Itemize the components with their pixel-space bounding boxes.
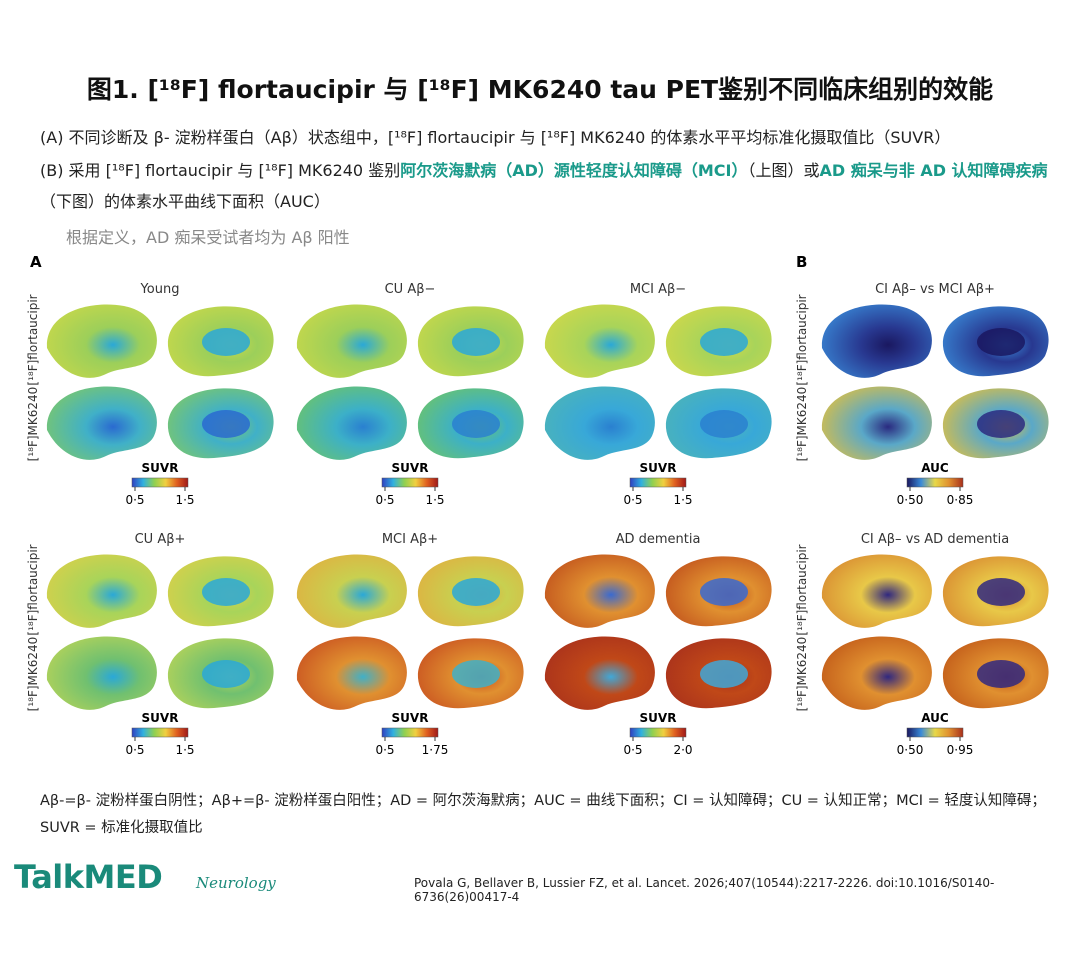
brain-core (452, 328, 500, 356)
brain-lateral (821, 636, 932, 710)
caption-text: （上图）或 (747, 161, 820, 180)
brain-core (700, 328, 748, 356)
caption-text: （下图）的体素水平曲线下面积（AUC） (40, 192, 330, 211)
brain-core (202, 578, 250, 606)
scale-label: SUVR (640, 461, 677, 475)
color-bar (131, 727, 189, 738)
tick-label: 0·50 (897, 743, 924, 757)
brain-core (700, 410, 748, 438)
caption-b: (B) 采用 [¹⁸F] flortaucipir 与 [¹⁸F] MK6240… (40, 155, 1050, 217)
brain-lateral (296, 304, 407, 378)
color-bar (381, 477, 439, 488)
scale-label: SUVR (392, 711, 429, 725)
scale-label: AUC (921, 461, 949, 475)
brain-lateral (46, 304, 157, 378)
tick-label: 0·5 (375, 743, 394, 757)
brain-core (452, 578, 500, 606)
tick-label: 2·0 (673, 743, 692, 757)
brain-lateral (46, 636, 157, 710)
brain-core (700, 578, 748, 606)
brain-lateral (821, 554, 932, 628)
scale-label: SUVR (392, 461, 429, 475)
brain-lateral (296, 386, 407, 460)
tick-label: 0·50 (897, 493, 924, 507)
tick-label: 0·5 (125, 493, 144, 507)
panel-title: MCI Aβ+ (382, 532, 438, 547)
panel-title: CU Aβ− (385, 282, 436, 297)
brain-core (202, 660, 250, 688)
brain-core (452, 410, 500, 438)
panel-title: CI Aβ– vs MCI Aβ+ (875, 282, 995, 297)
scale-label: SUVR (142, 711, 179, 725)
row-label: [¹⁸F]flortaucipir (795, 294, 809, 385)
tick-label: 0·5 (125, 743, 144, 757)
brain-lateral (544, 386, 655, 460)
tick-label: 1·5 (425, 493, 444, 507)
note: 根据定义，AD 痴呆受试者均为 Aβ 阳性 (66, 228, 350, 247)
tick-label: 1·5 (175, 743, 194, 757)
tick-label: 0·5 (375, 493, 394, 507)
caption-highlight: AD 痴呆与非 AD 认知障碍疾病 (819, 161, 1048, 180)
caption-highlight: 阿尔茨海默病（AD）源性轻度认知障碍（MCI） (400, 161, 748, 180)
brain-lateral (46, 386, 157, 460)
logo: TalkMED (14, 858, 163, 896)
tick-label: 1·5 (175, 493, 194, 507)
tick-label: 1·5 (673, 493, 692, 507)
tick-label: 0·95 (947, 743, 974, 757)
scale-label: SUVR (142, 461, 179, 475)
brain-core (977, 578, 1025, 606)
row-label: [¹⁸F]MK6240 (26, 637, 40, 712)
brain-lateral (821, 304, 932, 378)
citation: Povala G, Bellaver B, Lussier FZ, et al.… (414, 876, 995, 904)
row-label: [¹⁸F]flortaucipir (26, 294, 40, 385)
panel-title: AD dementia (616, 532, 701, 547)
brain-core (700, 660, 748, 688)
brain-core (202, 328, 250, 356)
tick-label: 0·5 (623, 743, 642, 757)
brain-lateral (296, 636, 407, 710)
scale-label: AUC (921, 711, 949, 725)
brain-core (452, 660, 500, 688)
color-bar (629, 477, 687, 488)
panel-title: MCI Aβ− (630, 282, 686, 297)
color-bar (131, 477, 189, 488)
brain-core (977, 328, 1025, 356)
brain-lateral (544, 554, 655, 628)
logo-subtitle: Neurology (196, 874, 276, 892)
color-bar (906, 477, 964, 488)
color-bar (381, 727, 439, 738)
panel-title: CI Aβ– vs AD dementia (861, 532, 1009, 547)
section-label: A (30, 253, 42, 271)
brain-core (977, 660, 1025, 688)
brain-lateral (296, 554, 407, 628)
brain-lateral (821, 386, 932, 460)
figure: A B Young SUVR 0·5 1·5 CU Aβ− SUVR 0·5 1·5 MCI Aβ−… (26, 253, 1049, 757)
row-label: [¹⁸F]MK6240 (26, 387, 40, 462)
panel-title: Young (140, 282, 180, 297)
row-label: [¹⁸F]MK6240 (795, 387, 809, 462)
brain-lateral (544, 636, 655, 710)
caption-text: (B) 采用 [¹⁸F] flortaucipir 与 [¹⁸F] MK6240… (40, 161, 401, 180)
row-label: [¹⁸F]flortaucipir (795, 544, 809, 635)
brain-core (977, 410, 1025, 438)
scale-label: SUVR (640, 711, 677, 725)
color-bar (906, 727, 964, 738)
tick-label: 0·5 (623, 493, 642, 507)
color-bar (629, 727, 687, 738)
panel-title: CU Aβ+ (135, 532, 186, 547)
caption-a: (A) 不同诊断及 β- 淀粉样蛋白（Aβ）状态组中，[¹⁸F] flortau… (40, 128, 951, 147)
tick-label: 0·85 (947, 493, 974, 507)
brain-lateral (46, 554, 157, 628)
row-label: [¹⁸F]MK6240 (795, 637, 809, 712)
brain-lateral (544, 304, 655, 378)
footnote: Aβ-=β- 淀粉样蛋白阴性；Aβ+=β- 淀粉样蛋白阳性；AD = 阿尔茨海默… (40, 793, 1046, 836)
row-label: [¹⁸F]flortaucipir (26, 544, 40, 635)
section-label: B (796, 253, 807, 271)
title: 图1. [¹⁸F] flortaucipir 与 [¹⁸F] MK6240 ta… (86, 75, 994, 104)
brain-core (202, 410, 250, 438)
tick-label: 1·75 (422, 743, 449, 757)
